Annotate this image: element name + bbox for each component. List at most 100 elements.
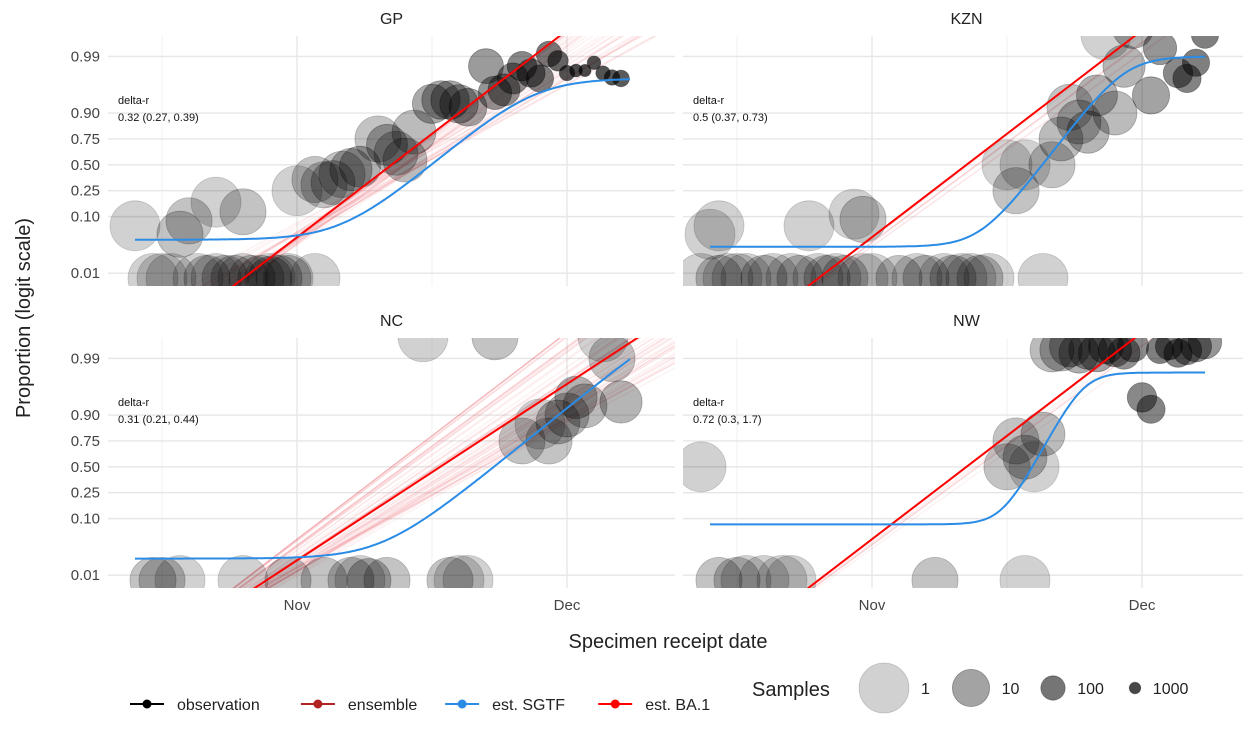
observation-point: [210, 255, 258, 286]
observation-point: [129, 557, 177, 588]
ensemble-line: [815, 36, 1166, 286]
ensemble-line: [808, 36, 1141, 286]
observation-points: [683, 338, 1223, 588]
observation-point: [433, 555, 485, 588]
ensemble-line: [233, 338, 567, 588]
observation-point: [190, 176, 242, 228]
observation-point: [289, 253, 341, 286]
ensemble-line: [267, 356, 675, 588]
observation-point: [291, 155, 339, 203]
ensemble-line: [262, 338, 671, 588]
ensemble-line: [189, 36, 625, 286]
ensemble-line: [260, 338, 665, 588]
ensemble-line: [237, 338, 580, 588]
observation-point: [237, 255, 285, 286]
observation-point: [412, 83, 452, 124]
ensemble-line: [252, 338, 635, 588]
observation-point: [244, 253, 296, 286]
legend-label: observation: [177, 697, 260, 714]
delta-r-annotation: 0.5 (0.37, 0.73): [693, 112, 768, 124]
observation-point: [599, 380, 643, 424]
observation-point: [471, 338, 519, 361]
observation-point: [514, 398, 566, 450]
legend-label: ensemble: [348, 697, 417, 714]
observation-point: [902, 255, 950, 286]
observation-point: [999, 555, 1051, 588]
observation-point: [329, 148, 373, 192]
ensemble-line: [272, 354, 675, 588]
observation-point: [547, 50, 569, 72]
ensemble-line: [274, 359, 675, 588]
ensemble-line: [231, 36, 574, 286]
ensemble-line: [815, 36, 1168, 286]
observation-point: [346, 558, 392, 588]
observation-point: [426, 557, 474, 588]
x-tick-label: Dec: [554, 597, 581, 614]
observation-point: [421, 80, 461, 120]
est-ba1-line: [806, 36, 1137, 286]
observation-point: [1058, 338, 1100, 374]
observation-point: [702, 253, 754, 286]
observation-point: [693, 200, 745, 252]
observation-point: [1017, 253, 1069, 286]
ensemble-line: [232, 338, 561, 588]
legend-item: est. SGTF: [445, 697, 565, 714]
est-ba1-line: [231, 36, 562, 286]
ensemble-line: [252, 338, 634, 588]
observation-point: [373, 130, 419, 176]
ensemble-line: [239, 338, 587, 588]
legend-item: est. BA.1: [598, 697, 710, 714]
ensemble-line: [223, 36, 624, 286]
observation-point: [1181, 48, 1211, 77]
observation-point: [262, 253, 314, 286]
ensemble-line: [234, 36, 570, 286]
y-tick-label: 0.90: [71, 105, 100, 122]
ensemble-line: [232, 338, 564, 588]
ensemble-line: [192, 36, 634, 286]
est-sgtf-line: [710, 55, 1205, 248]
observation-point: [839, 195, 887, 243]
observation-point: [1080, 36, 1132, 61]
size-legend-circle: [1128, 681, 1142, 695]
legend-item: ensemble: [300, 697, 417, 714]
ensemble-line: [256, 367, 675, 588]
ensemble-line: [239, 338, 588, 588]
observation-point: [992, 167, 1040, 215]
ensemble-line: [239, 338, 589, 588]
ensemble-line: [237, 338, 581, 588]
ensemble-line: [251, 338, 631, 588]
delta-r-annotation: delta-r: [693, 397, 725, 409]
observation-point: [1039, 338, 1083, 372]
x-axis-title: Specimen receipt date: [568, 631, 767, 653]
observation-point: [1142, 36, 1178, 66]
panel-gp: GP 0.01 0.10 0.25 0.50 0.75 0.90 0.99 delta-r 0.3…: [71, 11, 675, 286]
y-tick-label: 0.25: [71, 183, 100, 200]
delta-r-annotation: delta-r: [693, 95, 725, 107]
delta-r-annotation: 0.31 (0.21, 0.44): [118, 414, 199, 426]
y-tick-label: 0.75: [71, 131, 100, 148]
ensemble-line: [266, 342, 675, 588]
ensemble-line: [237, 36, 580, 286]
observation-point: [1008, 441, 1060, 493]
ensemble-line: [812, 338, 1154, 588]
observation-point: [1191, 36, 1219, 49]
observation-point: [720, 253, 772, 286]
observation-point: [983, 443, 1031, 491]
ensemble-line: [259, 338, 662, 588]
observation-point: [382, 137, 428, 183]
observation-point: [156, 210, 204, 258]
ensemble-line: [226, 36, 624, 286]
observation-point: [837, 253, 889, 286]
ensemble-line: [236, 36, 577, 286]
ensemble-line: [233, 36, 567, 286]
ensemble-line: [261, 338, 667, 588]
observation-point: [477, 75, 513, 110]
observation-point: [828, 188, 880, 240]
observation-point: [992, 417, 1040, 465]
ensemble-line: [258, 338, 655, 588]
observation-point: [145, 253, 197, 286]
observation-points: [109, 40, 630, 286]
ensemble-line: [230, 36, 589, 286]
ensemble-line: [233, 36, 565, 286]
observation-point: [783, 200, 835, 252]
